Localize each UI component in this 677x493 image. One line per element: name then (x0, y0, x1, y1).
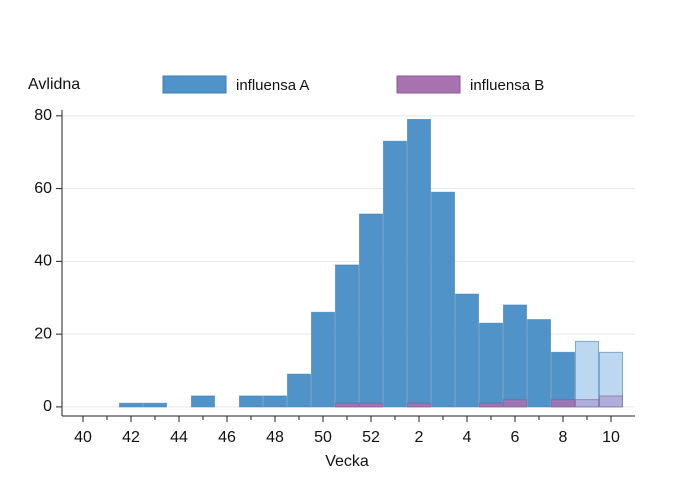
x-tick-label: 4 (463, 429, 472, 446)
x-tick-label: 52 (362, 429, 380, 446)
bar (383, 140, 407, 408)
bar (119, 402, 143, 408)
bar (143, 402, 167, 408)
bar (359, 402, 383, 408)
x-tick-label: 8 (559, 429, 568, 446)
x-tick-label: 46 (218, 429, 236, 446)
legend-swatch (396, 75, 461, 94)
x-tick-label: 50 (314, 429, 332, 446)
x-tick-label: 44 (170, 429, 188, 446)
bar (503, 399, 527, 408)
x-tick-label: 2 (415, 429, 424, 446)
bar (479, 322, 503, 408)
bar (503, 304, 527, 408)
bar (407, 118, 431, 408)
y-tick-label: 60 (34, 180, 52, 197)
legend-swatch (162, 75, 227, 94)
bar (551, 399, 575, 408)
legend-label: influensa A (236, 77, 309, 94)
x-tick-label: 48 (266, 429, 284, 446)
bar (407, 402, 431, 408)
y-tick-label: 20 (34, 325, 52, 342)
bar (575, 340, 599, 408)
x-tick-label: 6 (511, 429, 520, 446)
x-tick-label: 10 (602, 429, 620, 446)
bar (359, 213, 383, 408)
bar (287, 373, 311, 408)
y-tick-label: 0 (43, 398, 52, 415)
y-tick-label: 80 (34, 107, 52, 124)
bar (455, 293, 479, 408)
bar (599, 395, 623, 408)
x-tick-label: 40 (74, 429, 92, 446)
x-axis-label: Vecka (325, 453, 369, 470)
bar (263, 395, 287, 408)
bar (335, 402, 359, 408)
bar (527, 319, 551, 408)
legend-label: influensa B (470, 77, 544, 94)
bar (431, 191, 455, 408)
bar (335, 264, 359, 408)
x-tick-label: 42 (122, 429, 140, 446)
bar (575, 399, 599, 408)
bar (551, 351, 575, 408)
bar (311, 311, 335, 408)
bar (239, 395, 263, 408)
y-tick-label: 40 (34, 253, 52, 270)
bar (191, 395, 215, 408)
bar (479, 402, 503, 408)
y-axis-label: Avlidna (28, 76, 80, 93)
